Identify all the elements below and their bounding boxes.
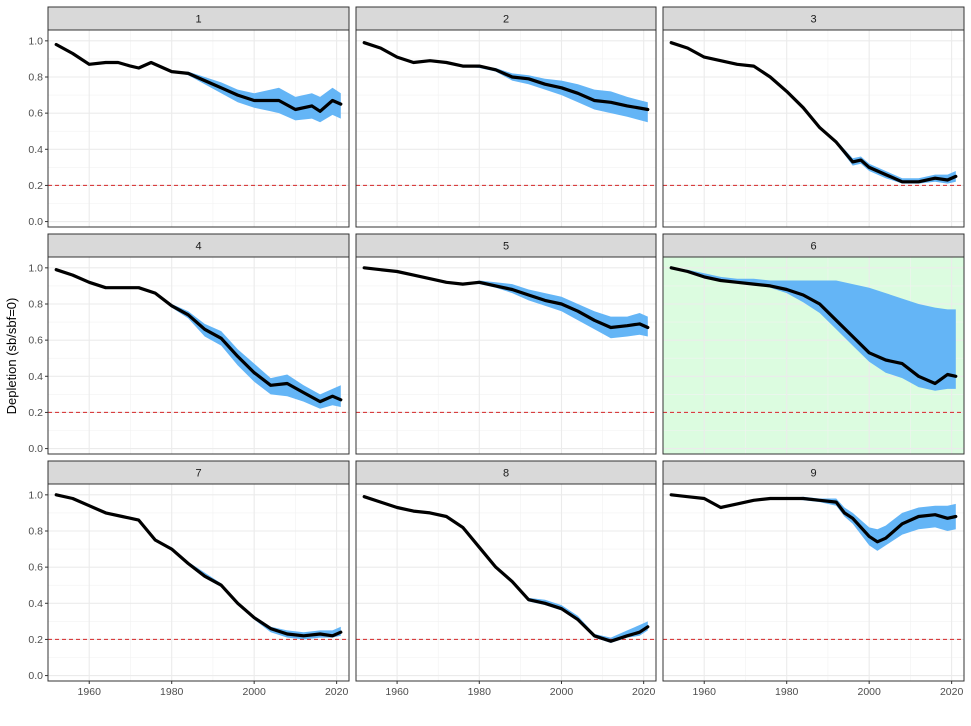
- panel-border: [355, 483, 657, 682]
- y-tick-label: 0.6: [28, 335, 43, 347]
- x-tick-label: 1980: [775, 686, 799, 698]
- x-tick-label: 2000: [242, 686, 266, 698]
- panel-background: [663, 30, 964, 227]
- y-tick-label: 0.4: [28, 144, 43, 156]
- panel-8: 8 1960 1980 2000 2020: [355, 460, 657, 698]
- depletion-line: [669, 493, 958, 544]
- panel-border: [355, 29, 657, 228]
- panel-4: 4 0.0 0.2 0.4 0.6 0.8 1.0: [28, 233, 350, 455]
- y-tick-label: 0.0: [28, 670, 43, 682]
- panel-border: [47, 483, 350, 682]
- depletion-line: [54, 493, 343, 638]
- depletion-line: [669, 41, 958, 184]
- panel-1: 1 0.0 0.2 0.4 0.6 0.8 1.0: [28, 6, 350, 228]
- y-tick-label: 0.2: [28, 180, 43, 192]
- panel-background: [48, 30, 349, 227]
- panel-strip-label: 1: [195, 14, 201, 26]
- panel-border: [662, 256, 965, 455]
- y-tick-label: 0.2: [28, 407, 43, 419]
- panel-2: 2: [355, 6, 657, 228]
- panel-background: [48, 257, 349, 454]
- depletion-line: [54, 268, 343, 404]
- panel-background: [356, 484, 656, 681]
- panel-9: 9 1960 1980 2000 2020: [662, 460, 965, 698]
- x-tick-label: 2000: [857, 686, 881, 698]
- y-tick-label: 0.8: [28, 299, 43, 311]
- y-tick-label: 1.0: [28, 489, 43, 501]
- panel-strip-label: 9: [810, 468, 816, 480]
- x-tick-label: 1980: [160, 686, 184, 698]
- x-tick-label: 1960: [693, 686, 717, 698]
- panel-strip-label: 8: [503, 468, 509, 480]
- uncertainty-ribbon: [364, 42, 648, 123]
- panel-3: 3: [662, 6, 965, 228]
- y-tick-label: 1.0: [28, 262, 43, 274]
- panel-strip-label: 7: [195, 468, 201, 480]
- x-tick-label: 2000: [550, 686, 574, 698]
- panels-layer: 1 0.0 0.2 0.4 0.6 0.8 1.0 2 3 4 0.0 0.2 0.4 0.6 0.8 1.0…: [28, 6, 965, 698]
- panel-border: [47, 29, 350, 228]
- uncertainty-ribbon: [671, 494, 956, 551]
- panel-background: [356, 30, 656, 227]
- panel-border: [47, 256, 350, 455]
- y-tick-label: 0.4: [28, 371, 43, 383]
- y-tick-label: 0.0: [28, 443, 43, 455]
- y-tick-label: 0.2: [28, 634, 43, 646]
- panel-strip-label: 6: [810, 241, 816, 253]
- depletion-line: [54, 42, 343, 113]
- panel-strip-label: 3: [810, 14, 816, 26]
- panel-background: [48, 484, 349, 681]
- depletion-line: [362, 266, 650, 330]
- x-tick-label: 2020: [632, 686, 656, 698]
- y-tick-label: 0.6: [28, 108, 43, 120]
- depletion-line: [669, 266, 958, 386]
- uncertainty-ribbon: [364, 267, 648, 339]
- y-axis-title: Depletion (sb/sbf=0): [4, 298, 19, 415]
- y-tick-label: 0.4: [28, 598, 43, 610]
- panel-border: [355, 256, 657, 455]
- depletion-line: [362, 495, 650, 643]
- x-tick-label: 2020: [940, 686, 964, 698]
- y-tick-label: 0.6: [28, 562, 43, 574]
- y-tick-label: 1.0: [28, 35, 43, 47]
- x-tick-label: 1980: [468, 686, 492, 698]
- x-tick-label: 1960: [78, 686, 102, 698]
- x-tick-label: 2020: [325, 686, 349, 698]
- panel-6: 6: [662, 233, 965, 455]
- y-tick-label: 0.8: [28, 72, 43, 84]
- panel-strip-label: 4: [195, 241, 201, 253]
- panel-border: [662, 29, 965, 228]
- y-tick-label: 0.0: [28, 216, 43, 228]
- depletion-line: [362, 41, 650, 112]
- uncertainty-ribbon: [56, 269, 341, 409]
- panel-strip-label: 5: [503, 241, 509, 253]
- panel-border: [662, 483, 965, 682]
- panel-5: 5: [355, 233, 657, 455]
- x-tick-label: 1960: [385, 686, 409, 698]
- uncertainty-ribbon: [56, 44, 341, 123]
- panel-strip-label: 2: [503, 14, 509, 26]
- y-tick-label: 0.8: [28, 526, 43, 538]
- panel-7: 7 0.0 0.2 0.4 0.6 0.8 1.0 1960 1980 2000 2020: [28, 460, 350, 698]
